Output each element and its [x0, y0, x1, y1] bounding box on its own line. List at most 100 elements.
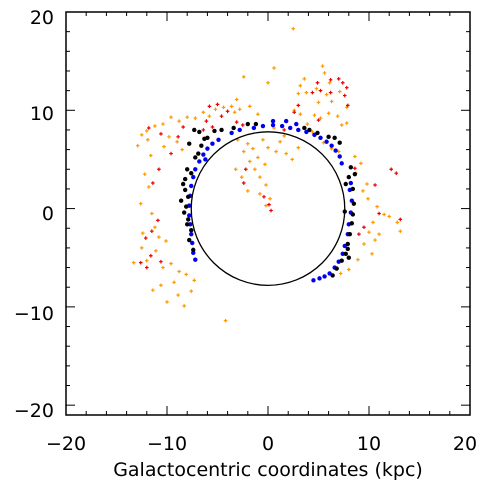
data-point-series-3 — [307, 127, 312, 133]
data-point-series-0 — [263, 162, 267, 167]
data-point-series-1 — [241, 181, 246, 185]
data-point-series-3 — [212, 128, 217, 134]
data-point-series-0 — [223, 318, 228, 323]
data-point-series-0 — [310, 130, 315, 134]
data-point-series-1 — [262, 194, 266, 199]
x-tick-label: 20 — [453, 433, 477, 455]
data-point-series-3 — [326, 134, 331, 140]
data-point-series-0 — [261, 137, 265, 142]
data-point-series-1 — [159, 132, 163, 136]
data-point-series-1 — [145, 265, 149, 270]
data-point-series-0 — [185, 115, 189, 119]
data-point-series-3 — [245, 121, 250, 127]
data-point-series-3 — [348, 165, 354, 170]
data-point-series-2 — [189, 231, 194, 237]
data-point-series-1 — [149, 253, 153, 258]
data-point-series-3 — [183, 204, 189, 209]
data-point-series-0 — [365, 182, 369, 186]
data-point-series-0 — [359, 161, 363, 166]
data-point-series-1 — [156, 218, 160, 223]
data-point-series-0 — [157, 235, 161, 239]
data-point-series-3 — [187, 237, 192, 243]
data-point-series-0 — [142, 172, 147, 176]
data-point-series-0 — [356, 257, 360, 262]
data-point-series-0 — [246, 189, 250, 193]
data-point-series-2 — [251, 125, 257, 131]
data-point-series-0 — [382, 212, 386, 217]
data-point-series-2 — [229, 130, 234, 136]
y-tick-label: −20 — [14, 400, 54, 422]
data-point-series-3 — [330, 273, 335, 278]
data-point-series-0 — [180, 147, 184, 152]
data-point-series-1 — [138, 260, 143, 265]
data-point-series-1 — [181, 125, 185, 129]
data-point-series-1 — [342, 93, 347, 98]
reference-circle — [190, 131, 346, 286]
data-point-series-1 — [394, 171, 399, 175]
data-point-series-3 — [343, 181, 348, 187]
data-point-series-0 — [282, 134, 286, 138]
data-point-series-2 — [288, 125, 293, 131]
data-point-series-0 — [169, 115, 173, 119]
data-point-series-0 — [131, 260, 136, 265]
data-point-series-3 — [345, 241, 350, 247]
data-point-series-0 — [272, 66, 276, 70]
data-point-series-1 — [310, 90, 315, 95]
data-point-series-0 — [149, 153, 153, 158]
data-point-series-2 — [210, 141, 215, 146]
data-point-series-0 — [324, 92, 329, 97]
data-point-series-0 — [159, 283, 163, 288]
data-points — [131, 26, 403, 323]
data-point-series-0 — [290, 157, 295, 162]
data-point-series-3 — [334, 266, 339, 271]
data-point-series-0 — [362, 242, 366, 246]
y-tick-label: 10 — [30, 103, 54, 125]
data-point-series-1 — [373, 183, 377, 187]
data-point-series-3 — [346, 174, 351, 180]
data-point-series-0 — [298, 112, 303, 117]
data-point-series-1 — [207, 104, 212, 109]
data-point-series-0 — [258, 192, 262, 196]
data-point-series-3 — [191, 247, 196, 253]
data-point-series-1 — [377, 211, 381, 216]
data-point-series-0 — [235, 137, 240, 142]
data-point-series-0 — [373, 238, 377, 242]
data-point-series-0 — [161, 265, 165, 270]
data-point-series-2 — [339, 161, 344, 166]
data-point-series-0 — [337, 89, 342, 94]
data-point-series-0 — [322, 71, 327, 75]
data-point-series-0 — [184, 272, 188, 277]
data-point-series-2 — [329, 143, 334, 148]
data-point-series-3 — [351, 201, 357, 206]
data-point-series-3 — [182, 187, 188, 193]
data-point-series-0 — [201, 110, 206, 115]
data-point-series-0 — [353, 154, 357, 159]
data-point-series-1 — [292, 110, 297, 115]
data-point-series-0 — [361, 189, 365, 193]
data-point-series-3 — [199, 143, 204, 148]
data-point-series-2 — [260, 123, 266, 129]
axis-ticks — [65, 11, 471, 415]
data-point-series-2 — [188, 222, 193, 227]
data-point-series-3 — [352, 171, 358, 177]
data-point-series-0 — [165, 300, 169, 304]
data-point-series-2 — [324, 139, 329, 144]
data-point-series-3 — [302, 125, 307, 131]
data-point-series-1 — [340, 80, 345, 85]
y-tick-label: 20 — [30, 7, 54, 29]
data-point-series-0 — [153, 124, 157, 128]
data-point-series-1 — [344, 85, 349, 90]
data-point-series-2 — [203, 157, 208, 162]
data-point-series-0 — [241, 75, 246, 79]
data-point-series-0 — [246, 141, 250, 146]
data-point-series-0 — [304, 90, 309, 95]
data-point-series-0 — [387, 214, 391, 219]
data-point-series-2 — [337, 154, 342, 159]
data-point-series-0 — [241, 149, 246, 154]
data-point-series-1 — [316, 118, 321, 122]
data-point-series-0 — [151, 288, 155, 292]
data-point-series-0 — [264, 183, 268, 187]
data-point-series-2 — [193, 257, 198, 262]
data-point-series-0 — [320, 64, 325, 68]
data-point-series-1 — [157, 167, 161, 172]
